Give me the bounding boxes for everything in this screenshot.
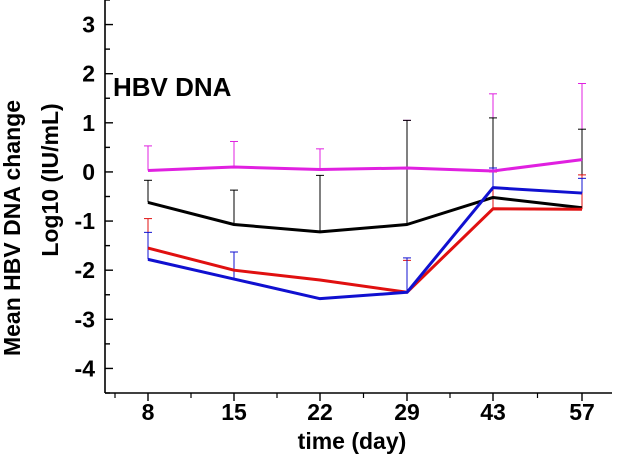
plot-frame (104, 0, 612, 394)
y-tick-label: 1 (82, 110, 95, 136)
x-tick-label: 22 (307, 399, 333, 425)
y-tick-label: -1 (75, 208, 96, 234)
x-tick-label: 29 (394, 399, 420, 425)
series-line (147, 207, 583, 294)
y-tick-label: -3 (75, 306, 95, 332)
series-lines (147, 158, 583, 301)
y-tick-label: 2 (82, 61, 95, 87)
error-bars (144, 83, 586, 293)
series-line (147, 186, 583, 301)
x-axis-title: time (day) (298, 428, 407, 454)
series-line (147, 195, 583, 234)
y-tick-label: -2 (75, 257, 95, 283)
x-tick-label: 43 (480, 399, 506, 425)
y-axis-title-line1: Mean HBV DNA change (0, 100, 25, 356)
y-tick-label: -4 (75, 355, 96, 381)
y-tick-label: 0 (82, 159, 95, 185)
chart-annotation: HBV DNA (113, 72, 232, 102)
x-tick-label: 15 (221, 399, 247, 425)
x-tick-label: 8 (142, 399, 155, 425)
y-axis-ticks: 3 2 1 0 -1 -2 -3 -4 (75, 0, 113, 394)
y-tick-label: 3 (82, 12, 95, 38)
series-line (147, 158, 583, 173)
x-axis-ticks: 8 15 22 29 43 57 (114, 393, 595, 425)
x-tick-label: 57 (569, 399, 595, 425)
y-axis-title-line2: Log10 (IU/mL) (37, 103, 63, 256)
